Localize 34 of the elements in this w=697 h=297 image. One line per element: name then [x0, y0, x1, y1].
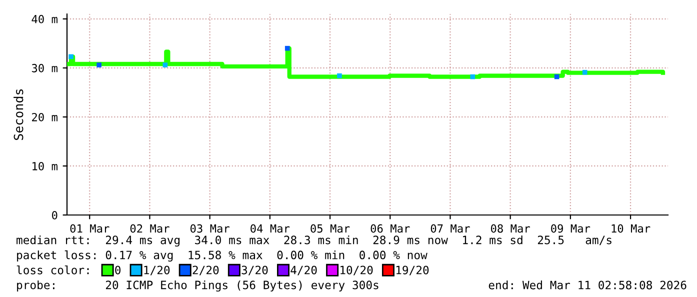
y-tick-label: 10 m: [32, 162, 58, 170]
text: median rtt: 29.4 ms avg 34.0 ms max 28.3 ms min 28.9 ms now 1.2 ms sd 25.5 am/s: [16, 235, 612, 247]
point: [284, 46, 290, 51]
x-tick-label: 07 Mar: [430, 224, 470, 233]
y-axis-title: Seconds: [14, 89, 24, 140]
x-tick-label: 05 Mar: [310, 224, 350, 233]
x-tick-label: 04 Mar: [250, 224, 290, 233]
legend-label: 3/20: [242, 266, 268, 276]
y-tick-label: 0: [52, 211, 58, 220]
legend-title: loss color:: [16, 265, 89, 274]
text: probe: 20 ICMP Echo Pings (56 Bytes) every 300s: [17, 280, 378, 292]
legend-label: 2/20: [192, 266, 219, 276]
point: [96, 62, 102, 68]
x-tick-label: 02 Mar: [130, 224, 170, 233]
y-tick-label: 40 m: [32, 14, 58, 24]
x-tick-label: 06 Mar: [370, 224, 410, 233]
point: [582, 70, 588, 75]
legend-label: 1/20: [144, 266, 170, 276]
y-tick-label: 30 m: [32, 64, 58, 72]
text: end: Wed Mar 11 02:58:08 2026: [488, 280, 686, 290]
point: [337, 73, 342, 78]
x-tick-label: 08 Mar: [490, 224, 530, 233]
x-tick-label: 03 Mar: [190, 224, 230, 233]
y-tick-label: 20 m: [32, 112, 58, 122]
legend-label: 19/20: [396, 266, 429, 276]
x-tick-label: 09 Mar: [551, 224, 590, 233]
legend-label: 10/20: [340, 266, 373, 276]
point: [162, 62, 168, 68]
text: packet loss: 0.17 % avg 15.58 % max 0.00 % min 0.00 % now: [17, 250, 428, 262]
x-tick-label: 01 Mar: [70, 224, 110, 233]
legend-label: 4/20: [290, 266, 317, 276]
legend-label: 0: [115, 266, 121, 274]
point: [68, 54, 74, 60]
x-tick-label: 10 Mar: [612, 224, 650, 233]
